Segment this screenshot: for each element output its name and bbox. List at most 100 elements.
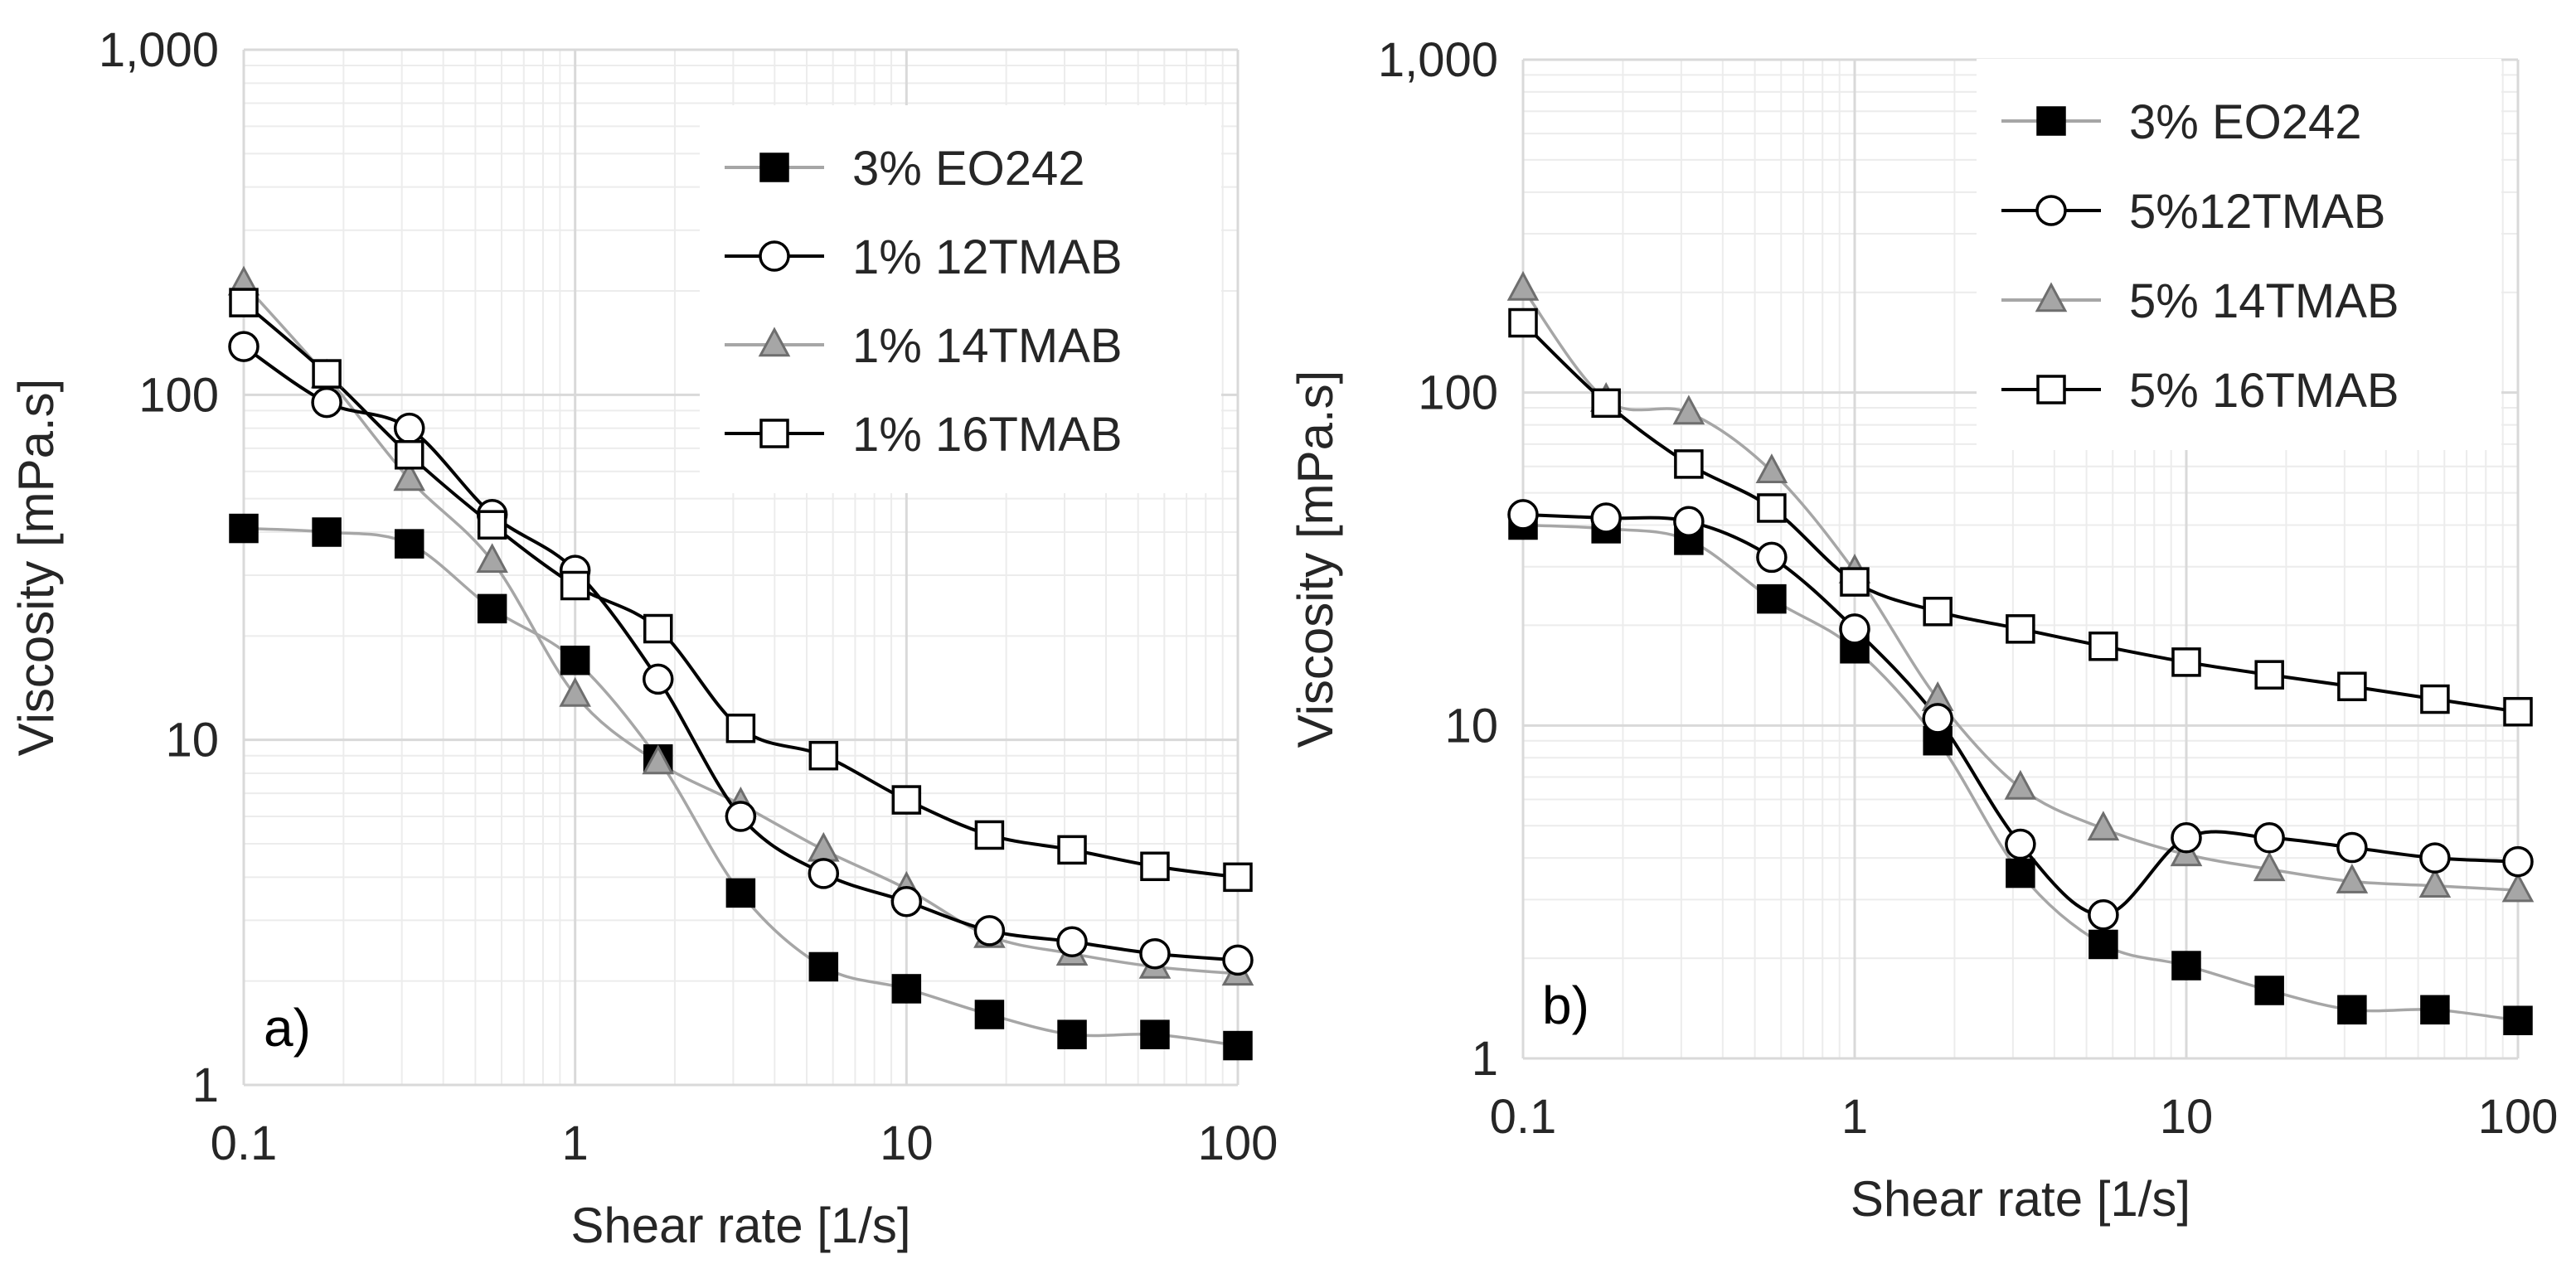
legend-label: 5% 16TMAB <box>2129 364 2399 418</box>
panel-label: b) <box>1542 976 1589 1035</box>
data-point-s2 <box>1755 453 1788 483</box>
legend-swatch-marker <box>759 153 789 182</box>
data-point-s3 <box>974 820 1005 850</box>
x-tick-label: 100 <box>2478 1090 2559 1144</box>
x-tick-label: 1 <box>1841 1090 1868 1144</box>
data-point-s0 <box>2337 995 2367 1025</box>
data-point-s1 <box>2171 822 2202 854</box>
x-tick-label: 1 <box>562 1116 589 1170</box>
data-point-s0 <box>229 513 259 544</box>
data-point-s3 <box>560 570 590 601</box>
data-point-s1 <box>2088 898 2119 931</box>
data-point-s0 <box>477 593 507 624</box>
y-axis-title: Viscosity [mPa.s] <box>8 379 64 757</box>
data-point-s1 <box>2419 842 2451 874</box>
y-axis-title: Viscosity [mPa.s] <box>1288 370 1343 748</box>
legend-label: 1% 14TMAB <box>852 319 1123 373</box>
data-point-s1 <box>1139 937 1171 970</box>
data-point-s1 <box>1507 499 1539 530</box>
data-point-s0 <box>1057 1019 1087 1049</box>
data-point-s3 <box>725 714 756 743</box>
legend: 3% EO242 5%12TMAB 5% 14TMAB 5% 16TMAB <box>1977 59 2501 450</box>
data-point-s2 <box>2418 868 2452 898</box>
data-point-s0 <box>725 878 756 908</box>
data-point-s0 <box>974 1000 1005 1029</box>
data-point-s1 <box>228 331 260 362</box>
data-point-s2 <box>2004 769 2037 800</box>
data-point-s2 <box>2336 863 2369 893</box>
legend-label: 1% 16TMAB <box>852 408 1123 462</box>
data-point-s1 <box>1056 926 1088 957</box>
data-point-s3 <box>2006 614 2035 644</box>
data-point-s0 <box>394 529 424 559</box>
data-point-s3 <box>2337 671 2367 701</box>
x-tick-label: 100 <box>1198 1116 1278 1170</box>
data-point-s1 <box>1756 541 1788 574</box>
data-point-s3 <box>2503 696 2533 727</box>
data-point-s2 <box>2253 851 2286 882</box>
legend-label: 3% EO242 <box>852 142 1085 196</box>
data-point-s0 <box>2006 858 2035 889</box>
data-point-s3 <box>394 439 424 470</box>
data-point-s1 <box>1673 506 1705 537</box>
y-tick-label: 100 <box>138 368 219 422</box>
data-point-s1 <box>1922 703 1953 734</box>
data-point-s0 <box>2088 929 2118 960</box>
data-point-s2 <box>393 461 426 491</box>
data-point-s0 <box>808 951 839 982</box>
x-tick-label: 0.1 <box>211 1116 278 1170</box>
data-point-s3 <box>229 288 259 317</box>
data-point-s3 <box>1591 388 1621 419</box>
legend-label: 5%12TMAB <box>2129 185 2385 239</box>
data-point-s0 <box>1223 1030 1253 1061</box>
data-point-s1 <box>890 885 923 918</box>
y-tick-label: 100 <box>1418 366 1498 420</box>
data-point-s1 <box>2253 822 2285 854</box>
data-point-s0 <box>2171 951 2201 981</box>
data-point-s3 <box>312 359 342 389</box>
data-point-s3 <box>1057 835 1087 865</box>
data-point-s1 <box>2336 831 2368 864</box>
data-point-s2 <box>1672 395 1705 425</box>
legend-swatch-marker <box>2036 106 2066 136</box>
data-point-s1 <box>973 915 1006 947</box>
data-point-s3 <box>2254 660 2284 690</box>
data-point-s1 <box>2005 828 2036 860</box>
legend-swatch-marker <box>759 419 789 448</box>
data-point-s3 <box>477 510 507 540</box>
data-point-s0 <box>1757 583 1787 614</box>
data-point-s1 <box>1590 502 1622 534</box>
legend-swatch-marker <box>2036 375 2066 404</box>
data-point-s1 <box>725 801 757 832</box>
panel-label: a) <box>264 998 311 1058</box>
data-point-s1 <box>2502 845 2534 878</box>
data-point-s1 <box>311 386 342 419</box>
data-point-s0 <box>891 974 922 1004</box>
data-point-s3 <box>808 740 839 771</box>
data-point-s0 <box>1140 1019 1170 1049</box>
data-point-s0 <box>2254 976 2284 1005</box>
y-tick-label: 1,000 <box>99 23 219 77</box>
data-point-s2 <box>2501 872 2535 903</box>
y-tick-label: 1 <box>192 1058 219 1112</box>
data-point-s3 <box>2088 631 2118 661</box>
data-point-s2 <box>1506 270 1540 301</box>
data-point-s3 <box>1757 493 1787 523</box>
legend-swatch-marker <box>758 327 791 357</box>
x-tick-label: 0.1 <box>1490 1090 1557 1144</box>
data-point-s2 <box>559 676 591 707</box>
data-point-s0 <box>312 517 342 547</box>
data-point-s1 <box>393 412 425 444</box>
data-point-s0 <box>560 645 590 675</box>
legend-label: 5% 14TMAB <box>2129 274 2399 328</box>
x-tick-label: 10 <box>2160 1090 2214 1144</box>
data-point-s1 <box>643 663 674 695</box>
data-point-s2 <box>476 543 508 574</box>
data-point-s3 <box>2171 647 2201 677</box>
data-point-s3 <box>891 785 922 815</box>
data-point-s3 <box>643 613 673 644</box>
data-point-s3 <box>1223 862 1253 893</box>
